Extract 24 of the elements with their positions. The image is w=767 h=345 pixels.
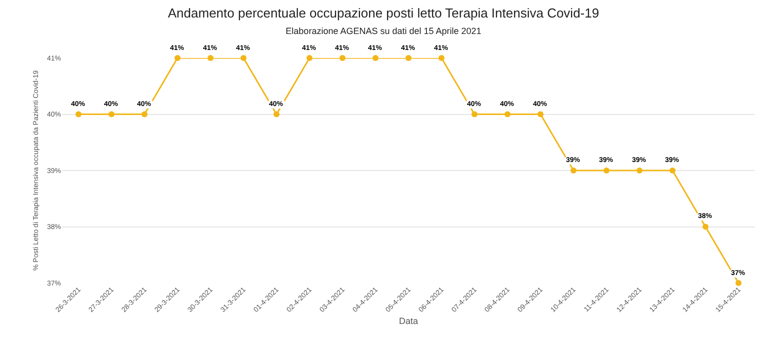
point: [372, 55, 378, 61]
point: [174, 55, 180, 61]
x-axis-title: Data: [398, 316, 418, 326]
point: [108, 111, 114, 118]
point: [636, 168, 642, 174]
point: [504, 111, 510, 118]
chart-title: Andamento percentuale occupazione posti letto Terapia Intensiva Covid-19: [168, 5, 600, 20]
point: [472, 111, 478, 118]
point: [670, 168, 676, 174]
chart-subtitle: Elaborazione AGENAS su dati del 15 Aprile 2021: [286, 26, 482, 36]
point: [306, 55, 312, 61]
point: [76, 111, 82, 118]
point: [240, 55, 246, 61]
point: [538, 111, 544, 118]
point: [142, 111, 148, 118]
point: [340, 55, 346, 61]
point: [208, 55, 214, 61]
point: [570, 168, 576, 174]
point: [274, 111, 280, 118]
point: [736, 280, 742, 286]
point: [438, 55, 444, 61]
point: [702, 224, 708, 230]
point: [406, 55, 412, 61]
point: [604, 168, 610, 174]
